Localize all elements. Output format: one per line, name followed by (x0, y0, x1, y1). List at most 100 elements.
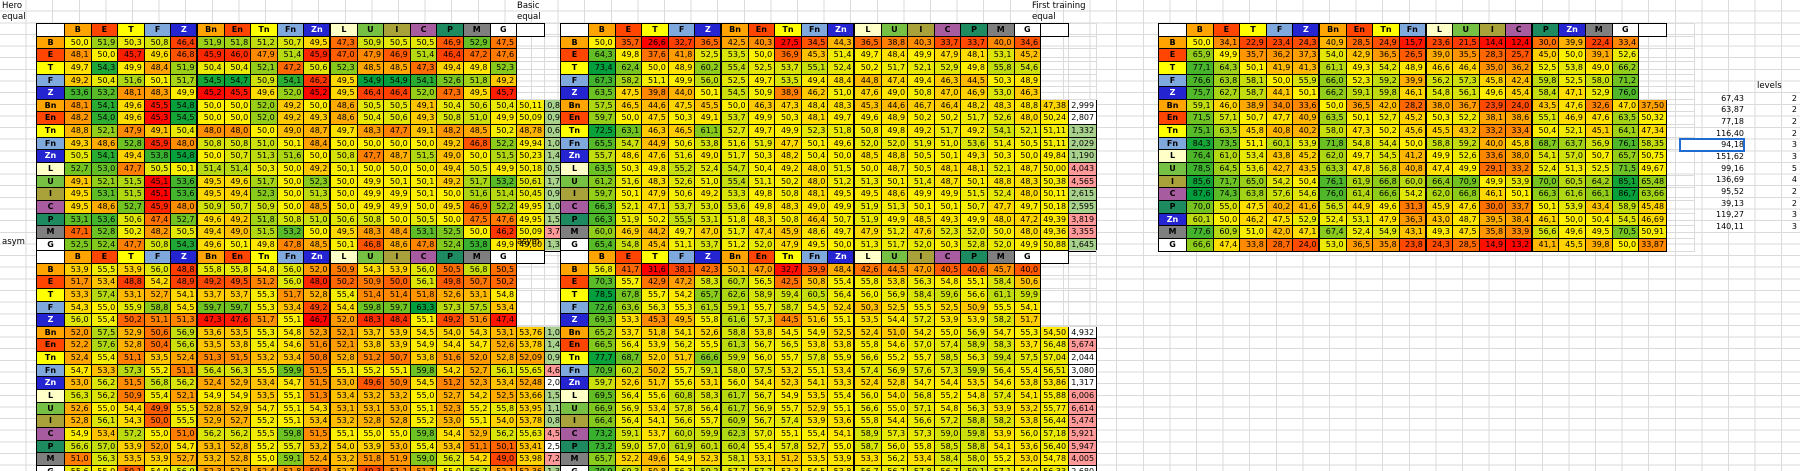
matrix-cell-T-B[interactable]: 77,1 (1186, 60, 1214, 75)
column-header-P[interactable]: P (960, 23, 988, 37)
matrix-cell-Z-M[interactable]: 58,2 (986, 313, 1015, 327)
matrix-cell-En-C[interactable]: 38,6 (1505, 111, 1533, 126)
matrix-cell-M-P[interactable]: 52,0 (960, 225, 988, 239)
matrix-cell-B-T[interactable]: 50,3 (117, 35, 145, 50)
matrix-cell-U-P[interactable]: 52,3 (436, 401, 464, 416)
matrix-cell-Z-C[interactable]: 55,1 (409, 313, 438, 327)
matrix-cell-M-En[interactable]: 52,4 (1345, 225, 1374, 239)
matrix-cell-Fn-F[interactable]: 50,6 (667, 136, 696, 151)
matrix-cell-Bn-E[interactable]: 53,7 (614, 325, 643, 340)
column-header-Zn[interactable]: Zn (827, 250, 855, 264)
matrix-cell-B-M[interactable]: 45,7 (986, 262, 1015, 277)
column-header-I[interactable]: I (383, 250, 411, 264)
matrix-cell-G-F[interactable]: 28,7 (1265, 237, 1294, 252)
matrix-cell-En-I[interactable]: 38,1 (1478, 111, 1507, 126)
matrix-cell-Zn-P[interactable]: 49,0 (436, 149, 464, 164)
matrix-cell-I-E[interactable]: 71,7 (1212, 174, 1241, 189)
matrix-cell-P-P[interactable]: 58,8 (960, 439, 988, 454)
avg-cell-En[interactable]: 50,09 (516, 111, 546, 126)
matrix-cell-F-C[interactable]: 63,3 (409, 300, 438, 315)
matrix-cell-F-Fn[interactable]: 53,4 (276, 300, 305, 315)
matrix-cell-Tn-Zn[interactable]: 52,1 (1558, 124, 1586, 138)
matrix-cell-U-Bn[interactable]: 55,4 (720, 174, 749, 189)
matrix-cell-C-C[interactable]: 59,0 (933, 426, 962, 441)
row-header-Tn[interactable]: Tn (36, 124, 65, 138)
matrix-cell-Fn-E[interactable]: 48,6 (90, 136, 119, 151)
matrix-cell-I-L[interactable]: 53,2 (329, 414, 358, 428)
matrix-cell-U-U[interactable]: 50,1 (880, 174, 909, 189)
matrix-cell-Tn-Tn[interactable]: 50,2 (1372, 124, 1400, 138)
matrix-cell-T-P[interactable]: 49,8 (960, 60, 988, 75)
matrix-cell-En-Tn[interactable]: 55,4 (250, 338, 278, 353)
matrix-cell-Z-C[interactable]: 52,0 (409, 86, 438, 100)
matrix-cell-L-Tn[interactable]: 54,5 (1372, 149, 1400, 164)
matrix-cell-Z-F[interactable]: 51,1 (143, 313, 172, 327)
matrix-cell-B-M[interactable]: 52,9 (462, 35, 491, 50)
matrix-cell-C-L[interactable]: 55,1 (329, 426, 358, 441)
matrix-cell-Zn-Tn[interactable]: 51,3 (250, 149, 278, 164)
matrix-cell-Fn-Z[interactable]: 59,1 (694, 363, 722, 378)
matrix-cell-P-G[interactable]: 53,6 (1013, 439, 1042, 454)
column-header-Zn[interactable]: Zn (827, 23, 855, 37)
matrix-cell-L-En[interactable]: 49,7 (1345, 149, 1374, 164)
matrix-cell-B-E[interactable]: 41,7 (614, 262, 643, 277)
matrix-cell-Zn-F[interactable]: 56,8 (143, 376, 172, 391)
matrix-cell-Zn-Tn[interactable]: 47,9 (1372, 212, 1400, 227)
matrix-cell-B-P[interactable]: 33,7 (960, 35, 988, 50)
matrix-cell-T-Z[interactable]: 60,2 (694, 60, 722, 75)
avg-cell-U[interactable]: 53,95 (516, 401, 546, 416)
matrix-cell-Tn-En[interactable]: 47,3 (1345, 124, 1374, 138)
matrix-cell-T-T[interactable]: 50,0 (641, 60, 669, 75)
row-header-F[interactable]: F (1158, 73, 1187, 88)
matrix-cell-U-Fn[interactable]: 55,1 (276, 401, 305, 416)
matrix-cell-C-P[interactable]: 49,5 (436, 199, 464, 214)
matrix-cell-I-Tn[interactable]: 52,3 (250, 187, 278, 201)
matrix-cell-T-M[interactable]: 53,1 (462, 287, 491, 302)
row-header-F[interactable]: F (560, 73, 589, 88)
matrix-cell-P-Z[interactable]: 53,1 (694, 212, 722, 227)
matrix-cell-I-T[interactable]: 54,3 (117, 414, 145, 428)
matrix-cell-Z-Z[interactable]: 50,1 (1292, 86, 1320, 100)
matrix-cell-F-En[interactable]: 52,3 (1345, 73, 1374, 88)
matrix-cell-F-I[interactable]: 49,4 (907, 73, 935, 88)
matrix-cell-M-B[interactable]: 47,1 (64, 225, 92, 239)
matrix-cell-F-M[interactable]: 51,8 (462, 73, 491, 88)
matrix-cell-Fn-I[interactable]: 55,1 (383, 363, 411, 378)
matrix-cell-Bn-En[interactable]: 53,8 (747, 325, 776, 340)
column-header-E[interactable]: E (90, 23, 119, 37)
matrix-cell-M-Bn[interactable]: 58,1 (720, 452, 749, 466)
matrix-cell-En-I[interactable]: 57,0 (907, 338, 935, 353)
matrix-cell-G-C[interactable]: 13,2 (1505, 237, 1533, 252)
matrix-cell-U-L[interactable]: 51,3 (853, 174, 882, 189)
matrix-cell-B-B[interactable]: 53,9 (64, 262, 92, 277)
matrix-cell-U-Fn[interactable]: 48,0 (800, 174, 829, 189)
row-header-U[interactable]: U (560, 174, 589, 189)
avg-cell-Tn[interactable]: 51,11 (1040, 124, 1070, 138)
matrix-cell-E-I[interactable]: 56,3 (907, 275, 935, 289)
matrix-cell-F-Fn[interactable]: 49,4 (800, 73, 829, 88)
matrix-cell-F-P[interactable]: 52,6 (436, 73, 464, 88)
matrix-cell-C-E[interactable]: 59,1 (614, 426, 643, 441)
avg-cell-Tn[interactable]: 52,09 (516, 351, 546, 365)
matrix-cell-B-F[interactable]: 56,0 (143, 262, 172, 277)
matrix-cell-Tn-I[interactable]: 50,7 (383, 351, 411, 365)
levels-count-cell[interactable]: 3 (1791, 152, 1797, 162)
avg-cell-C[interactable]: 55,63 (516, 426, 546, 441)
column-header-I[interactable]: I (383, 23, 411, 37)
matrix-cell-M-Bn[interactable]: 51,7 (720, 225, 749, 239)
matrix-cell-T-Tn[interactable]: 55,3 (250, 287, 278, 302)
matrix-cell-Bn-G[interactable]: 47,0 (1611, 98, 1640, 113)
column-header-G[interactable]: G (489, 250, 518, 264)
matrix-cell-F-Fn[interactable]: 54,5 (800, 300, 829, 315)
matrix-cell-Zn-E[interactable]: 48,6 (614, 149, 643, 164)
matrix-cell-P-En[interactable]: 48,3 (747, 212, 776, 227)
matrix-cell-E-C[interactable]: 54,8 (933, 275, 962, 289)
matrix-cell-C-U[interactable]: 66,8 (1451, 187, 1480, 201)
row-header-M[interactable]: M (1158, 225, 1187, 239)
matrix-cell-Fn-F[interactable]: 55,2 (143, 363, 172, 378)
matrix-cell-Fn-Bn[interactable]: 51,6 (720, 136, 749, 151)
avg-cell-Tn[interactable]: 48,78 (516, 124, 546, 138)
row-header-Zn[interactable]: Zn (36, 149, 65, 164)
matrix-cell-En-Zn[interactable]: 49,3 (303, 111, 331, 126)
matrix-cell-P-Bn[interactable]: 53,1 (196, 439, 225, 454)
